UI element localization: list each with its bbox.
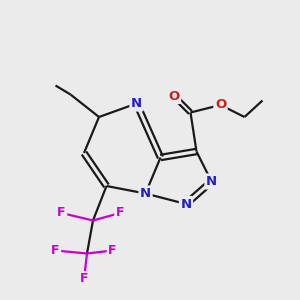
Text: F: F [80,272,88,286]
Text: N: N [206,175,217,188]
Text: N: N [140,187,151,200]
Text: N: N [180,197,192,211]
Text: O: O [215,98,226,112]
Text: F: F [51,244,60,257]
Text: F: F [116,206,124,220]
Text: F: F [108,244,117,257]
Text: N: N [131,97,142,110]
Text: F: F [57,206,66,220]
Text: O: O [168,89,180,103]
